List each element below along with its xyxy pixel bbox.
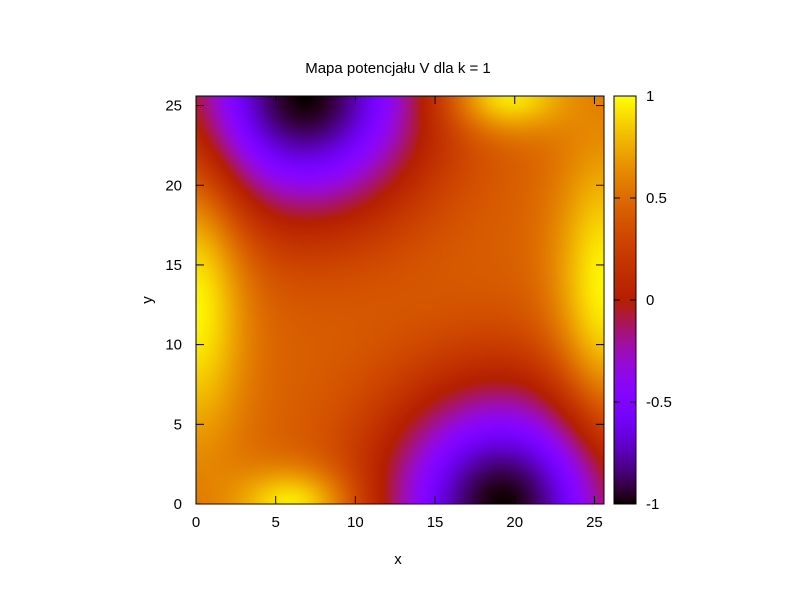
x-tick-label: 25 bbox=[586, 514, 603, 531]
x-tick-label: 0 bbox=[192, 514, 200, 531]
y-tick-label: 15 bbox=[165, 257, 182, 274]
colorbar-tick-label: 0.5 bbox=[646, 190, 667, 207]
x-axis-label: x bbox=[394, 551, 402, 568]
x-tick-label: 20 bbox=[506, 514, 523, 531]
colorbar-tick-label: 1 bbox=[646, 88, 654, 105]
x-tick-label: 15 bbox=[427, 514, 444, 531]
y-tick-label: 5 bbox=[174, 416, 182, 433]
x-tick-label: 5 bbox=[272, 514, 280, 531]
x-axis: 0 5 10 15 20 25 bbox=[192, 96, 603, 531]
heatmap-image bbox=[196, 96, 604, 504]
y-tick-label: 0 bbox=[174, 496, 182, 513]
y-axis: 0 5 10 15 20 25 bbox=[165, 98, 604, 513]
y-tick-label: 20 bbox=[165, 177, 182, 194]
y-axis-label: y bbox=[139, 296, 156, 304]
plot-frame bbox=[195, 95, 605, 505]
chart-title: Mapa potencjału V dla k = 1 bbox=[305, 60, 491, 77]
colorbar-tick-label: -1 bbox=[646, 496, 659, 513]
colorbar-tick-label: 0 bbox=[646, 292, 654, 309]
colorbar-axis: -1 -0.5 0 0.5 1 bbox=[614, 88, 672, 513]
y-tick-label: 10 bbox=[165, 337, 182, 354]
colorbar-tick-label: -0.5 bbox=[646, 394, 672, 411]
x-tick-label: 10 bbox=[347, 514, 364, 531]
y-tick-label: 25 bbox=[165, 98, 182, 115]
